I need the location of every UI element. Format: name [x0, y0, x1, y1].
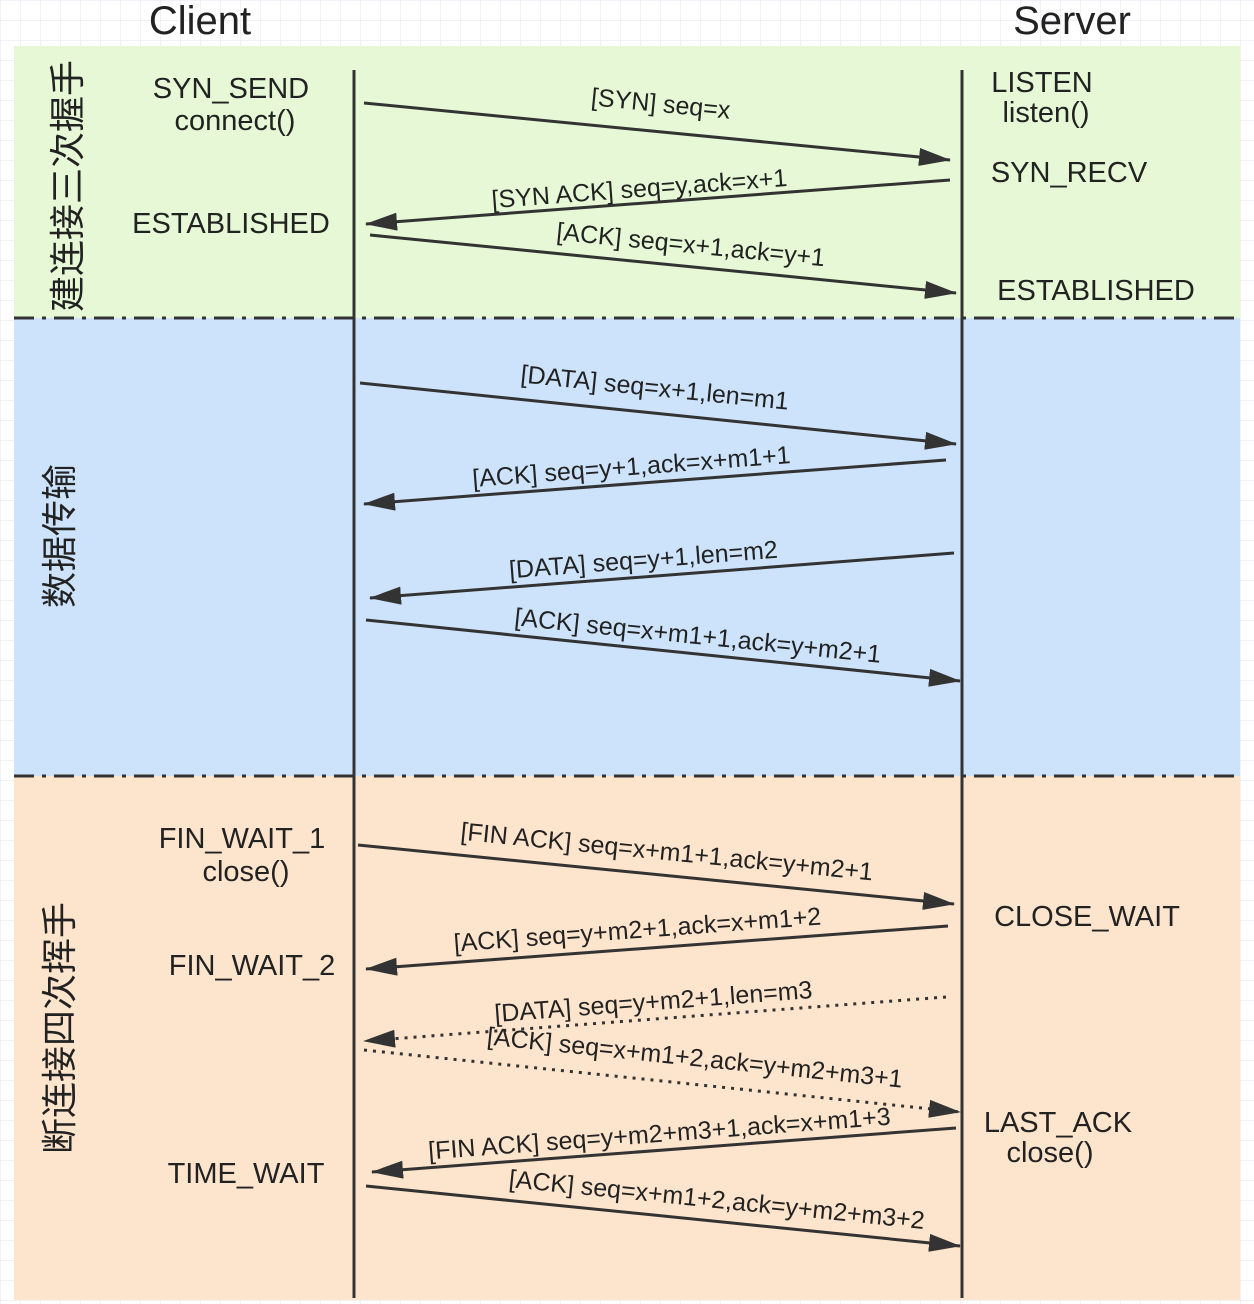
- client-state-syn-send: SYN_SEND connect(): [153, 73, 317, 137]
- server-state-established: ESTABLISHED: [997, 275, 1195, 307]
- message-arrow: [363, 458, 947, 511]
- phase-label-teardown: 断连接四次挥手: [40, 902, 81, 1154]
- server-state-close-wait: CLOSE_WAIT: [994, 901, 1180, 933]
- message-arrow: [363, 1048, 961, 1118]
- server-header: Server: [1013, 0, 1131, 43]
- message-arrow: [357, 843, 955, 910]
- message-arrow: [369, 233, 957, 299]
- client-states: SYN_SEND connect() ESTABLISHED FIN_WAIT_…: [132, 73, 335, 1190]
- transfer-band: [14, 318, 1240, 776]
- message-arrow: [365, 618, 961, 687]
- phase-separators: [14, 316, 1240, 778]
- client-header: Client: [149, 0, 251, 43]
- message-arrow: [363, 995, 947, 1048]
- server-state-syn-recv: SYN_RECV: [991, 157, 1148, 189]
- handshake-band: [14, 46, 1240, 318]
- message-arrow: [359, 381, 957, 450]
- phase-bands: [14, 46, 1240, 1300]
- message-arrow: [369, 551, 955, 605]
- client-state-time-wait: TIME_WAIT: [168, 1158, 325, 1190]
- message-arrow: [365, 1184, 961, 1252]
- client-state-fin-wait-2: FIN_WAIT_2: [169, 950, 336, 982]
- phase-label-transfer: 数据传输: [40, 464, 81, 608]
- server-state-listen: LISTEN listen(): [991, 67, 1101, 129]
- message-arrow: [371, 1126, 957, 1179]
- message-arrow: [363, 101, 951, 166]
- message-arrow: [365, 924, 949, 976]
- phase-labels: 建连接三次握手 数据传输 断连接四次挥手: [40, 60, 89, 1154]
- server-states: LISTEN listen() SYN_RECV ESTABLISHED CLO…: [984, 67, 1195, 1169]
- server-state-last-ack: LAST_ACK close(): [984, 1107, 1140, 1169]
- phase-label-handshake: 建连接三次握手: [48, 60, 89, 312]
- client-state-fin-wait-1: FIN_WAIT_1 close(): [159, 823, 334, 888]
- message-arrow: [365, 178, 951, 231]
- client-state-established: ESTABLISHED: [132, 208, 330, 240]
